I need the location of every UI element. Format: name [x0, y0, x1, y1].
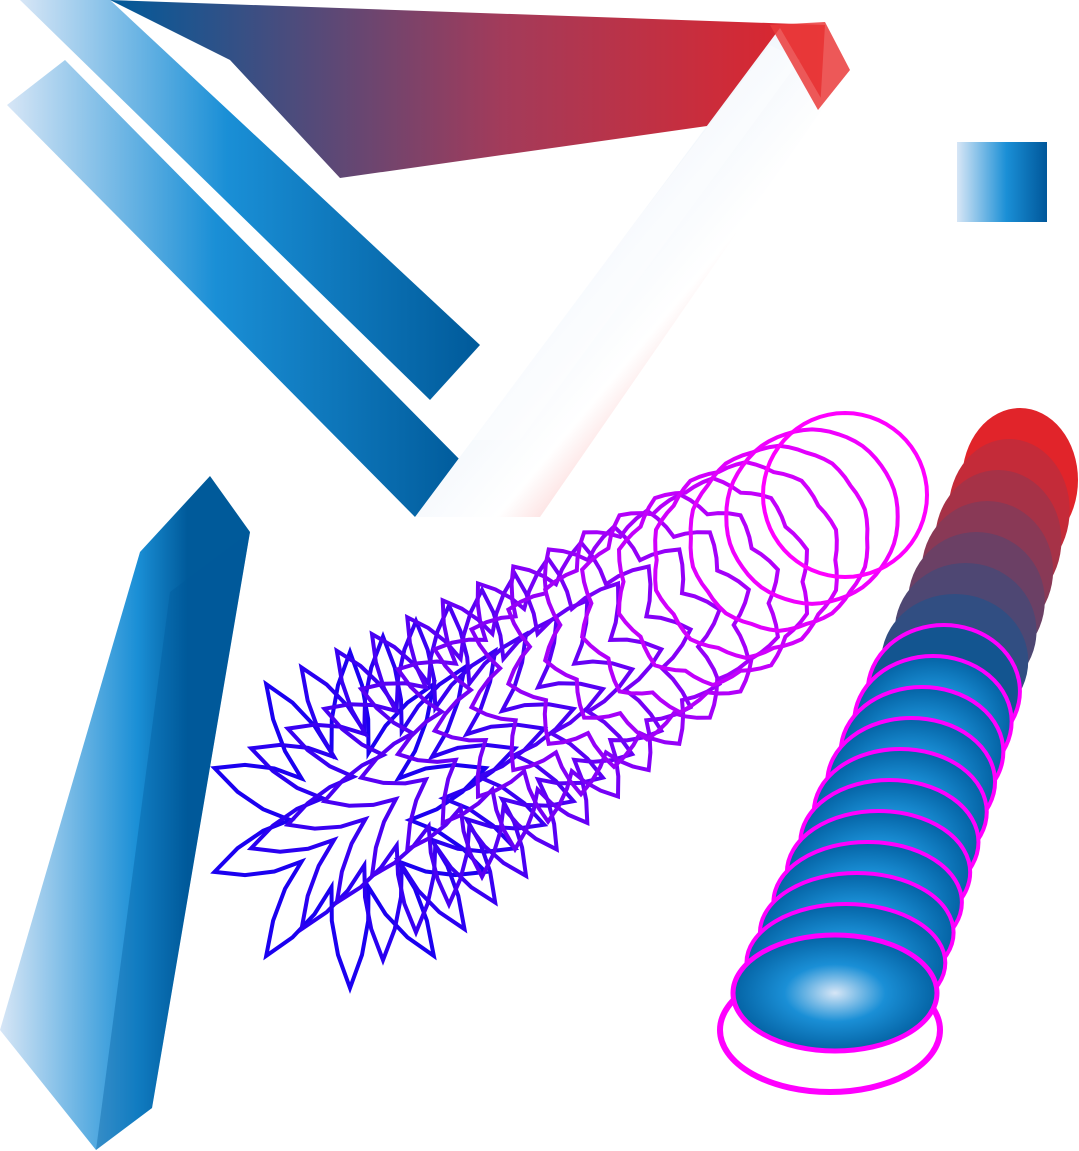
disc-stack-blend — [717, 408, 1078, 1095]
gradient-square-swatch — [957, 142, 1047, 222]
ribbon-arm-lower-left — [7, 60, 470, 517]
blend-step — [210, 646, 490, 994]
gradient-ribbon-left — [0, 476, 250, 1150]
ribbon-arm-right — [415, 28, 825, 517]
blend-step — [431, 554, 665, 826]
ribbon-highlight — [470, 45, 800, 440]
blend-step — [688, 443, 870, 633]
star-to-circle-blend — [210, 410, 930, 994]
gradient-ribbon-top — [7, 0, 850, 517]
blend-step — [468, 539, 694, 798]
blend-step — [653, 460, 839, 660]
blend-step — [616, 476, 810, 688]
blend-step — [357, 585, 607, 882]
blend-step — [760, 410, 930, 580]
left-ribbon-shade — [96, 532, 250, 1150]
ribbon-arm-upper-left — [20, 0, 480, 400]
ribbon-arm-top — [110, 0, 825, 178]
left-ribbon-body — [0, 476, 250, 1150]
ribbon-red-tip — [770, 22, 850, 110]
blend-step — [724, 427, 900, 606]
disc-front — [730, 932, 940, 1054]
blend-step — [579, 492, 781, 715]
blend-step — [505, 523, 723, 770]
blend-step — [394, 570, 636, 854]
blend-step — [542, 508, 752, 742]
